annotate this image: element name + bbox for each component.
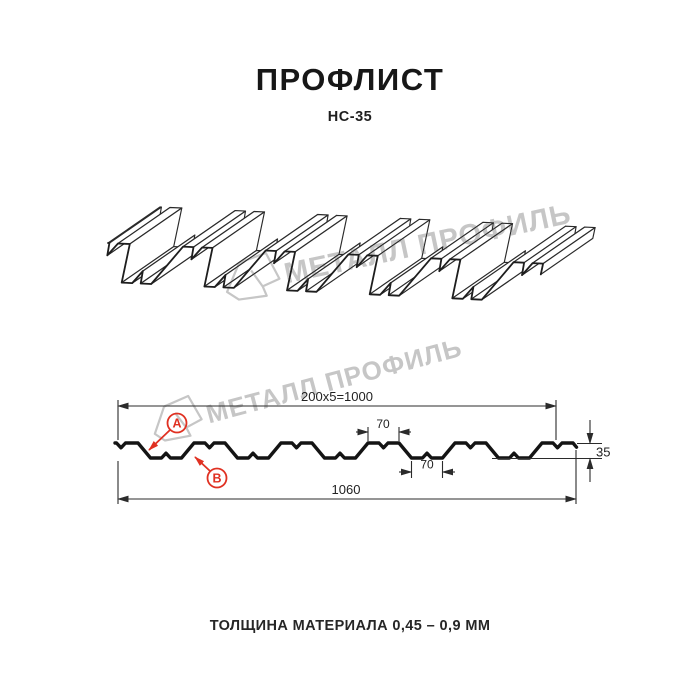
dim-top-flange-label: 70	[376, 417, 390, 431]
dim-cover-width-label: 200x5=1000	[301, 389, 373, 404]
profile-cross-section	[113, 441, 579, 460]
dim-height-label: 35	[596, 445, 610, 460]
dim-top-flange: 70	[356, 417, 411, 441]
sheet-3d-view: МЕТАЛЛ ПРОФИЛЬ	[106, 198, 596, 301]
dim-bottom-flange: 70	[399, 458, 455, 478]
dim-height: 35	[492, 420, 610, 482]
dim-total-width: 1060	[117, 450, 577, 504]
profile-code: НС-35	[327, 109, 373, 125]
callout-b-label: B	[212, 472, 221, 486]
sheet-3d-drawing	[106, 206, 596, 301]
watermark-brand-text: МЕТАЛЛ ПРОФИЛЬ	[203, 340, 466, 429]
brand-logo-icon	[225, 251, 281, 301]
cross-section-view: МЕТАЛЛ ПРОФИЛЬ 200x5=1000 70 70 35	[113, 340, 610, 504]
dim-bottom-flange-label: 70	[420, 458, 434, 472]
callout-a: A	[148, 412, 188, 451]
sheet-3d-front-edge	[106, 242, 544, 301]
page-title: ПРОФЛИСТ	[255, 62, 445, 97]
material-thickness-note: ТОЛЩИНА МАТЕРИАЛА 0,45 – 0,9 ММ	[209, 618, 491, 634]
dim-total-width-label: 1060	[332, 482, 361, 497]
callout-b: B	[194, 456, 228, 489]
callout-a-label: A	[172, 417, 181, 431]
dim-cover-width: 200x5=1000	[117, 389, 557, 440]
